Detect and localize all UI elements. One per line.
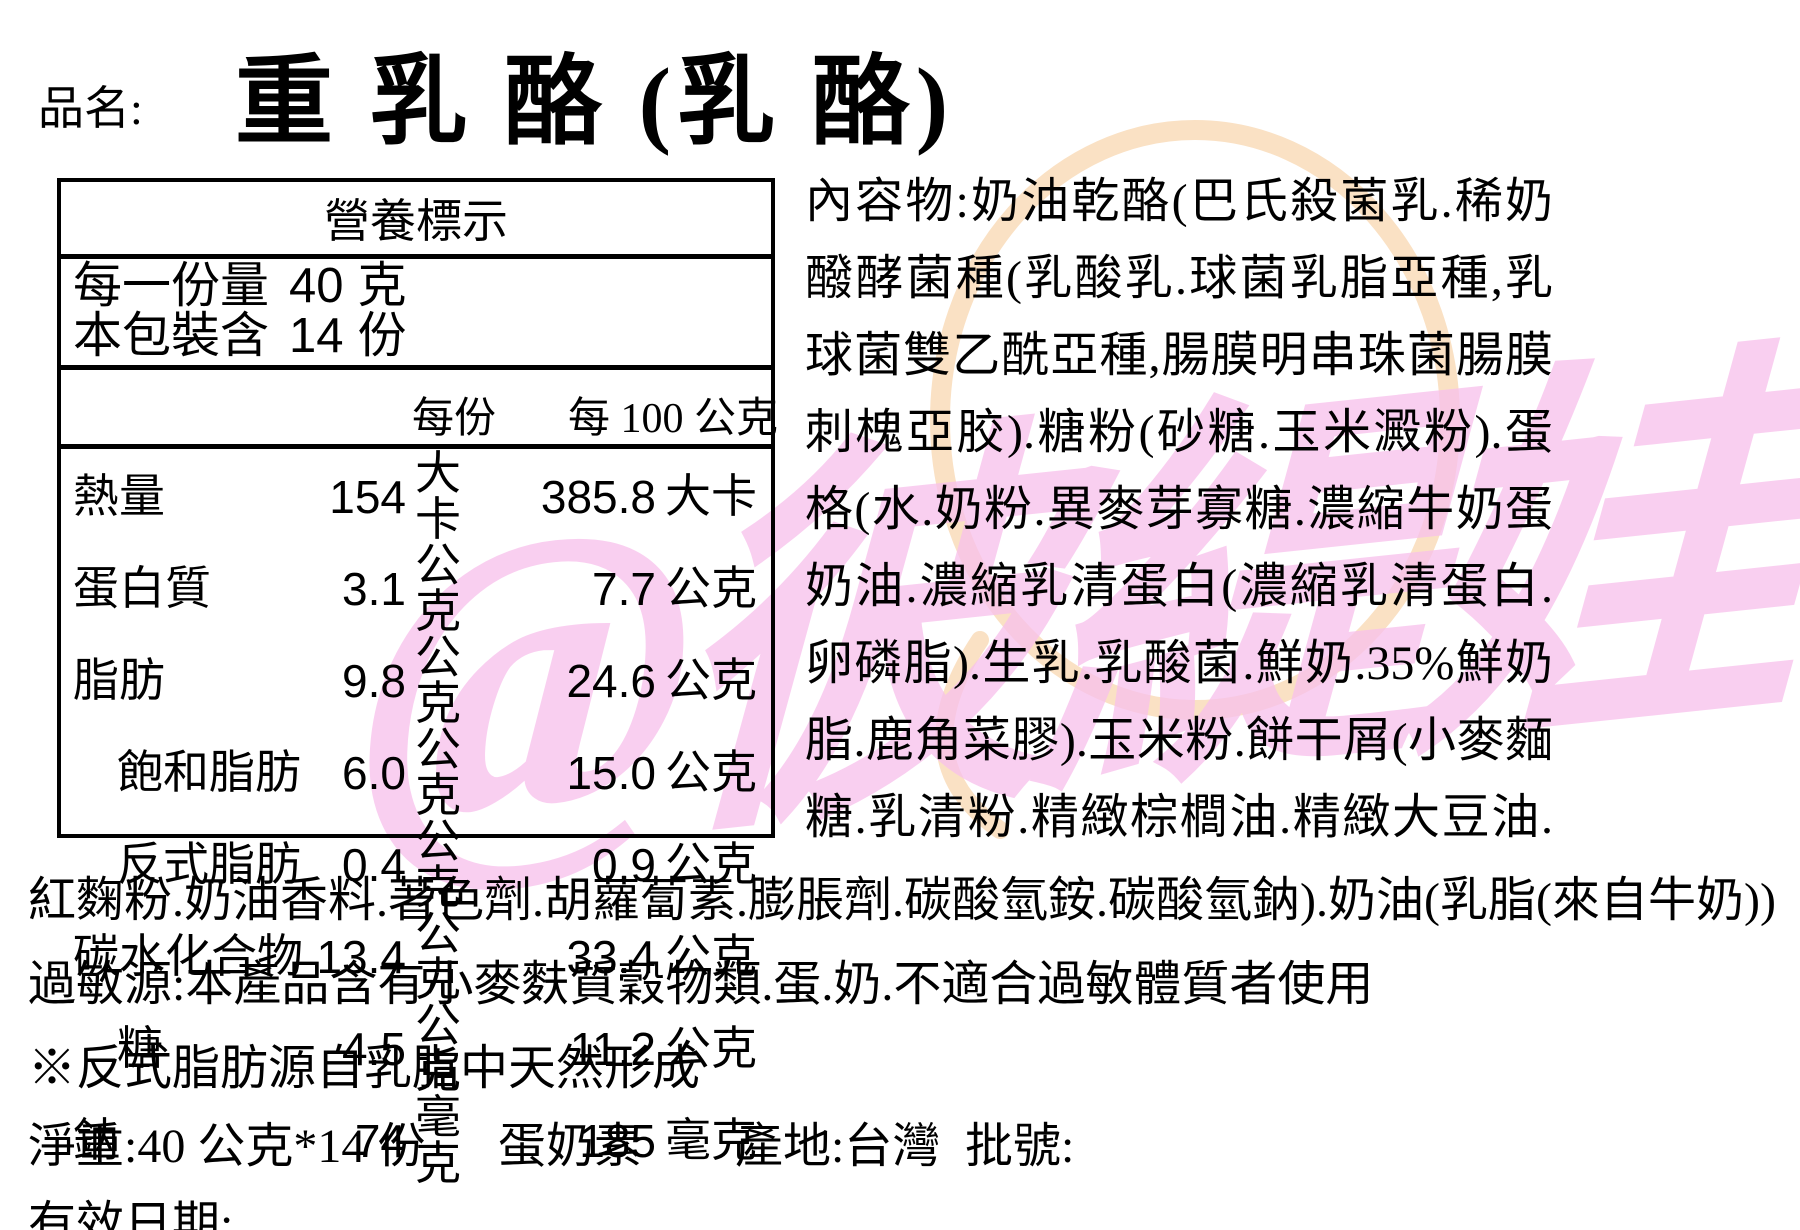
row-label: 蛋白質 bbox=[73, 563, 211, 614]
per-100g-value: 11.2 bbox=[569, 1023, 656, 1075]
serving-info-section: 每一份量 40 克 本包裝含 14 份 bbox=[61, 254, 771, 365]
serving-size-unit: 克 bbox=[357, 258, 407, 313]
per-100g-unit: 公克 bbox=[665, 563, 757, 614]
per-serving-unit: 公克 bbox=[415, 632, 461, 729]
ingredients-line: 醱酵菌種(乳酸乳.球菌乳脂亞種,乳酸乳 bbox=[805, 252, 1553, 305]
net-weight-text: 淨重:40 公克*14 份 bbox=[28, 1120, 426, 1173]
per-serving-value: 74 bbox=[354, 1115, 406, 1167]
table-row-carbohydrate: 碳水化合物 13.4 公克 33.4 公克 bbox=[61, 911, 771, 1003]
per-serving-value: 154 bbox=[329, 471, 406, 523]
ingredients-line: 糖.乳清粉.精緻棕櫚油.精緻大豆油.精鹽. bbox=[805, 791, 1553, 844]
ingredients-line: 卵磷脂).生乳.乳酸菌.鮮奶.35%鮮奶油(乳 bbox=[805, 637, 1553, 690]
serving-size-value: 40 bbox=[289, 259, 344, 313]
product-name-field-label: 品名: bbox=[38, 83, 143, 134]
allergen-line: 過敏源:本產品含有小麥麩質穀物類.蛋.奶.不適合過敏體質者使用 bbox=[28, 958, 1374, 1011]
ingredients-line: 刺槐亞胶).糖粉(砂糖.玉米澱粉).蛋白.優 bbox=[805, 406, 1553, 459]
column-header-row: 每份 每 100 公克 bbox=[61, 365, 778, 444]
ingredients-line: 格(水.奶粉.異麥芽寡糖.濃縮牛奶蛋白.鮮 bbox=[805, 483, 1553, 536]
per-serving-value: 6.0 bbox=[342, 747, 406, 799]
per-100g-value: 24.6 bbox=[566, 655, 656, 707]
table-row-fat: 脂肪 9.8 公克 24.6 公克 bbox=[61, 635, 771, 727]
per-serving-unit: 公克 bbox=[415, 816, 461, 913]
per-100g-unit: 毫克 bbox=[665, 1115, 757, 1166]
diet-type-text: 蛋奶素 bbox=[498, 1120, 643, 1173]
ingredients-continuation-line: 紅麴粉.奶油香料.著色劑.胡蘿蔔素.膨脹劑.碳酸氫銨.碳酸氫鈉).奶油(乳脂(來… bbox=[28, 874, 1776, 927]
ingredients-line: 球菌雙乙酰亞種,腸膜明串珠菌腸膜亞種), bbox=[805, 329, 1553, 382]
per-serving-value: 9.8 bbox=[342, 655, 406, 707]
servings-per-pack-unit: 份 bbox=[357, 308, 407, 363]
per-serving-value: 4.5 bbox=[342, 1023, 406, 1075]
product-title: 重 乳 酪 (乳 酪) bbox=[235, 49, 955, 157]
serving-size-label: 每一份量 bbox=[73, 258, 270, 313]
per-serving-value: 3.1 bbox=[342, 563, 406, 615]
per-100g-value: 385.8 bbox=[540, 471, 656, 523]
expiry-date-label: 有效日期: bbox=[28, 1198, 234, 1230]
per-serving-unit: 毫克 bbox=[415, 1092, 461, 1189]
table-row-calories: 熱量 154 大卡 385.8 大卡 bbox=[61, 451, 771, 543]
ingredients-line: 奶油.濃縮乳清蛋白(濃縮乳清蛋白.大豆 bbox=[805, 560, 1553, 613]
per-100g-unit: 公克 bbox=[665, 931, 757, 982]
servings-per-pack-label: 本包裝含 bbox=[73, 308, 270, 363]
per-100g-unit: 公克 bbox=[665, 747, 757, 798]
row-label: 鈉 bbox=[73, 1115, 119, 1166]
col-header-per-serving: 每份 bbox=[411, 396, 496, 442]
row-label: 熱量 bbox=[73, 471, 165, 522]
nutrition-table-title: 營養標示 bbox=[324, 196, 508, 247]
origin-text: 產地:台灣 bbox=[735, 1120, 941, 1173]
per-100g-value: 33.4 bbox=[566, 931, 656, 983]
table-row-sodium: 鈉 74 毫克 185 毫克 bbox=[61, 1095, 771, 1187]
per-100g-value: 15.0 bbox=[566, 747, 656, 799]
col-header-per-100g: 每 100 公克 bbox=[567, 396, 778, 442]
per-100g-unit: 公克 bbox=[665, 839, 757, 890]
row-label: 糖 bbox=[117, 1023, 163, 1074]
per-serving-unit: 公克 bbox=[415, 1000, 461, 1097]
serving-size-row: 每一份量 40 克 bbox=[73, 258, 771, 313]
per-100g-value: 0.9 bbox=[592, 839, 656, 891]
row-label: 飽和脂肪 bbox=[117, 747, 301, 798]
trans-fat-note-line: ※反式脂肪源自乳脂中天然形成 bbox=[28, 1042, 701, 1095]
per-serving-unit: 大卡 bbox=[415, 448, 461, 545]
per-100g-unit: 大卡 bbox=[665, 471, 757, 522]
row-label: 脂肪 bbox=[73, 655, 165, 706]
per-100g-value: 7.7 bbox=[592, 563, 656, 615]
table-row-protein: 蛋白質 3.1 公克 7.7 公克 bbox=[61, 543, 771, 635]
ingredients-block: 內容物:奶油乾酪(巴氏殺菌乳.稀奶油.鹽. 醱酵菌種(乳酸乳.球菌乳脂亞種,乳酸… bbox=[805, 163, 1553, 856]
per-serving-unit: 公克 bbox=[415, 724, 461, 821]
row-label: 碳水化合物 bbox=[73, 931, 303, 982]
servings-per-pack-row: 本包裝含 14 份 bbox=[73, 308, 771, 363]
ingredients-line: 內容物:奶油乾酪(巴氏殺菌乳.稀奶油.鹽. bbox=[805, 175, 1553, 228]
ingredients-line: 脂.鹿角菜膠).玉米粉.餅干屑(小麥麵粉.砂 bbox=[805, 714, 1553, 767]
per-serving-value: 0.4 bbox=[342, 839, 406, 891]
nutrition-table: 營養標示 每一份量 40 克 本包裝含 14 份 每份 每 100 公克 bbox=[57, 178, 778, 1187]
nutrition-rows: 熱量 154 大卡 385.8 大卡 蛋白質 3.1 公克 7.7 公克 脂肪 … bbox=[61, 444, 771, 1189]
table-row-saturated-fat: 飽和脂肪 6.0 公克 15.0 公克 bbox=[61, 727, 771, 819]
per-serving-unit: 公克 bbox=[415, 908, 461, 1005]
per-100g-unit: 公克 bbox=[665, 1023, 757, 1074]
table-row-sugar: 糖 4.5 公克 11.2 公克 bbox=[61, 1003, 771, 1095]
per-serving-unit: 公克 bbox=[415, 540, 461, 637]
row-label: 反式脂肪 bbox=[117, 839, 301, 890]
per-100g-value: 185 bbox=[579, 1115, 656, 1167]
per-100g-unit: 公克 bbox=[665, 655, 757, 706]
batch-number-label: 批號: bbox=[965, 1120, 1075, 1173]
table-row-trans-fat: 反式脂肪 0.4 公克 0.9 公克 bbox=[61, 819, 771, 911]
servings-per-pack-value: 14 bbox=[289, 309, 344, 363]
per-serving-value: 13.4 bbox=[316, 931, 406, 983]
